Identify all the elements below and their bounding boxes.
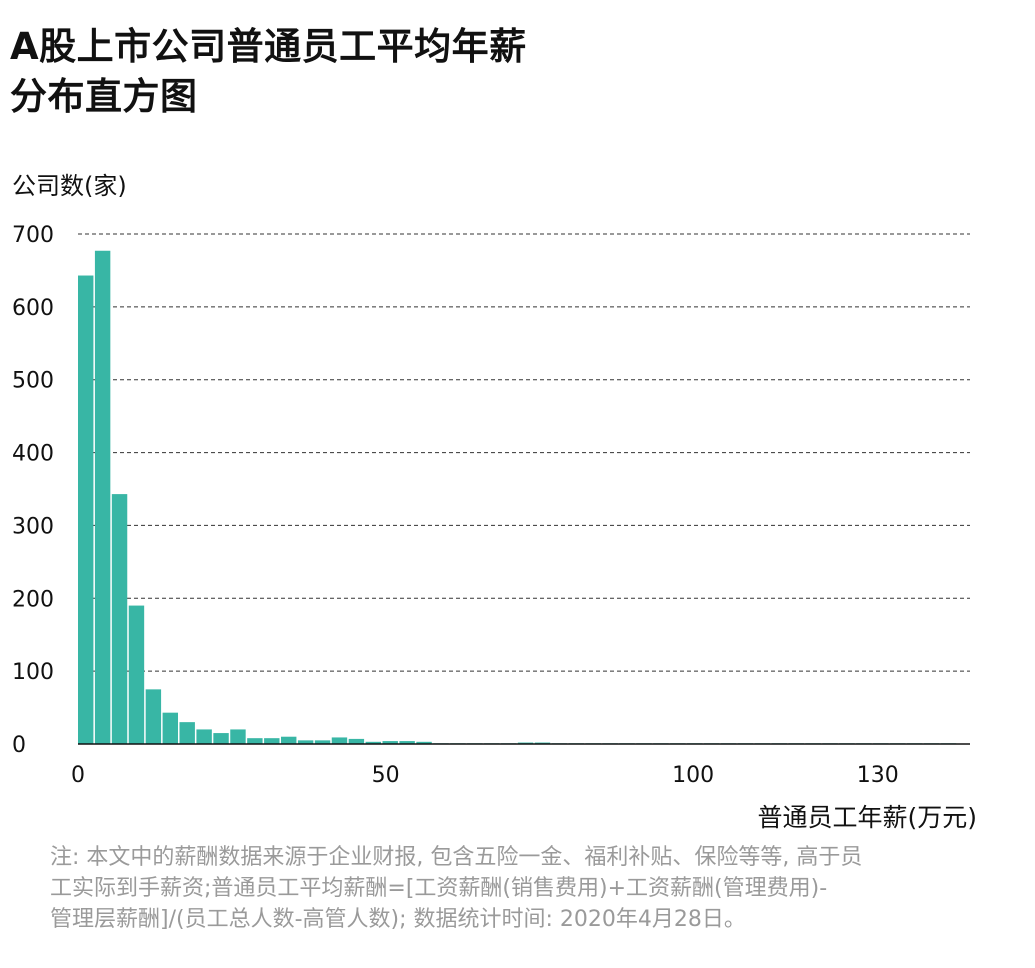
histogram-bar bbox=[213, 733, 229, 744]
y-tick-label: 0 bbox=[12, 733, 26, 758]
footnote: 注: 本文中的薪酬数据来源于企业财报, 包含五险一金、福利补贴、保险等等, 高于… bbox=[50, 842, 970, 935]
histogram-bar bbox=[111, 494, 128, 744]
chart-title-line2: 分布直方图 bbox=[10, 75, 198, 118]
footnote-line1: 注: 本文中的薪酬数据来源于企业财报, 包含五险一金、福利补贴、保险等等, 高于… bbox=[50, 845, 863, 870]
histogram-bar bbox=[247, 738, 263, 744]
histogram-bar bbox=[145, 689, 162, 744]
histogram-bar bbox=[179, 722, 195, 744]
histogram-bar bbox=[297, 740, 314, 744]
x-tick-label: 130 bbox=[857, 763, 899, 788]
histogram-bar bbox=[196, 729, 212, 744]
x-axis-label: 普通员工年薪(万元) bbox=[757, 803, 977, 832]
histogram-bar bbox=[416, 741, 432, 744]
x-tick-label: 100 bbox=[672, 763, 714, 788]
histogram-bar bbox=[281, 736, 297, 744]
histogram-bar bbox=[128, 605, 145, 744]
histogram-bar bbox=[348, 738, 365, 744]
y-axis-label: 公司数(家) bbox=[12, 172, 127, 200]
chart-title-line1: A股上市公司普通员工平均年薪 bbox=[10, 25, 527, 68]
histogram-bar bbox=[314, 740, 331, 744]
histogram-bar bbox=[94, 250, 111, 744]
y-tick-label: 500 bbox=[12, 369, 54, 394]
histogram-bar bbox=[230, 729, 246, 744]
histogram-bar bbox=[382, 741, 398, 744]
y-tick-label: 300 bbox=[12, 514, 54, 539]
footnote-line2: 工实际到手薪资;普通员工平均薪酬=[工资薪酬(销售费用)+工资薪酬(管理费用)- bbox=[50, 876, 828, 901]
x-tick-label: 50 bbox=[372, 763, 400, 788]
footnote-line3: 管理层薪酬]/(员工总人数-高管人数); 数据统计时间: 2020年4月28日。 bbox=[50, 907, 746, 932]
histogram-bar bbox=[78, 275, 94, 744]
histogram-bar bbox=[331, 737, 348, 744]
histogram-bar bbox=[162, 712, 179, 744]
y-tick-label: 400 bbox=[12, 442, 54, 467]
y-tick-label: 700 bbox=[12, 223, 54, 248]
histogram-bar bbox=[365, 741, 382, 744]
y-tick-label: 600 bbox=[12, 296, 54, 321]
x-tick-label: 0 bbox=[71, 763, 85, 788]
histogram-bar bbox=[264, 738, 280, 744]
y-tick-label: 100 bbox=[12, 660, 54, 685]
histogram-bar bbox=[399, 741, 415, 744]
chart-title: A股上市公司普通员工平均年薪 分布直方图 bbox=[10, 22, 527, 122]
y-tick-label: 200 bbox=[12, 587, 54, 612]
